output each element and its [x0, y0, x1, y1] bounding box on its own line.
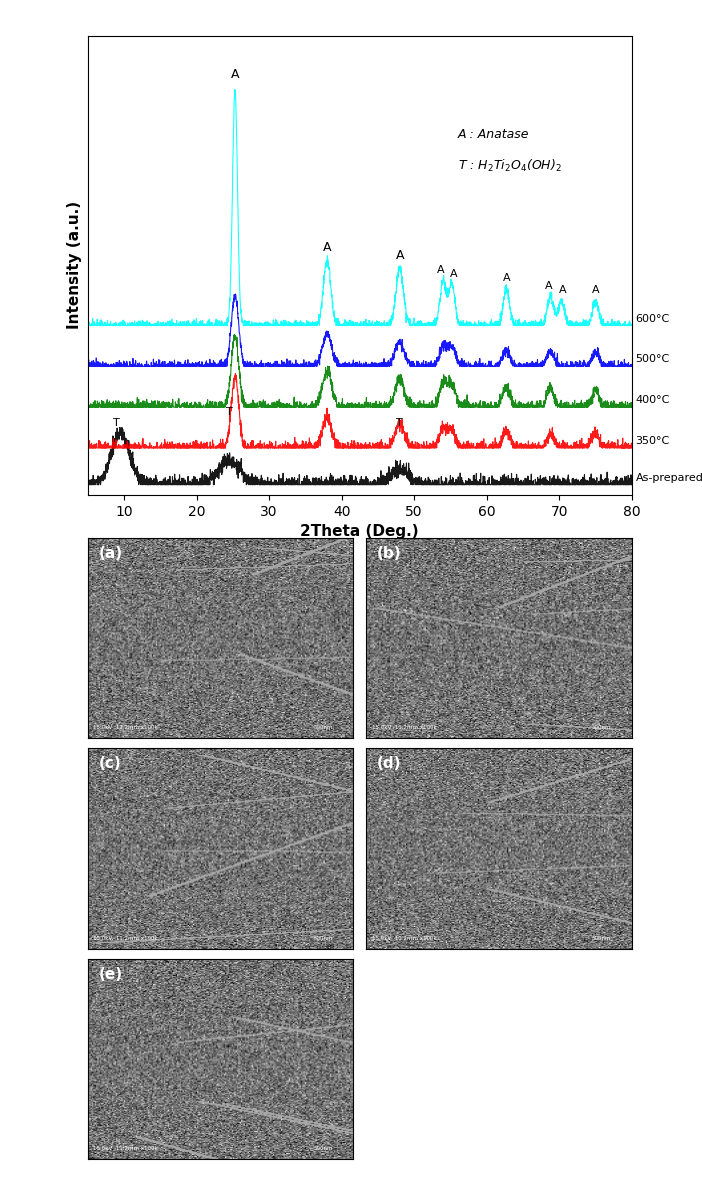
Text: A: A	[503, 272, 510, 283]
Y-axis label: Intensity (a.u.): Intensity (a.u.)	[67, 201, 82, 330]
Text: A: A	[545, 281, 552, 290]
Text: 500°C: 500°C	[635, 355, 670, 364]
Text: A : Anatase: A : Anatase	[458, 128, 529, 141]
Text: 500nm: 500nm	[313, 936, 333, 940]
X-axis label: 2Theta (Deg.): 2Theta (Deg.)	[300, 525, 419, 539]
Text: 600°C: 600°C	[635, 313, 670, 324]
Text: A: A	[592, 284, 600, 295]
Text: 500nm: 500nm	[592, 725, 611, 730]
Text: (d): (d)	[377, 756, 402, 772]
Text: A: A	[437, 264, 445, 275]
Text: 500nm: 500nm	[592, 936, 611, 940]
Text: 15.0kV  11.2mm x100k: 15.0kV 11.2mm x100k	[93, 936, 158, 940]
Text: 15.0kV  11.2mm x100k: 15.0kV 11.2mm x100k	[372, 936, 437, 940]
Text: (e): (e)	[98, 967, 122, 982]
Text: A: A	[231, 68, 239, 81]
Text: 400°C: 400°C	[635, 396, 670, 405]
Text: (a): (a)	[98, 546, 122, 562]
Text: A: A	[395, 250, 404, 263]
Text: 15.0kV  11.2mm x100k: 15.0kV 11.2mm x100k	[93, 1146, 158, 1151]
Text: A: A	[559, 284, 567, 295]
Text: As-prepared: As-prepared	[635, 473, 702, 483]
Text: A: A	[450, 269, 458, 278]
Text: T: T	[114, 417, 120, 428]
Text: T: T	[226, 407, 232, 417]
Text: 350°C: 350°C	[635, 436, 670, 446]
Text: (b): (b)	[377, 546, 402, 562]
Text: A: A	[323, 241, 331, 255]
Text: T : H$_2$Ti$_2$O$_4$(OH)$_2$: T : H$_2$Ti$_2$O$_4$(OH)$_2$	[458, 158, 562, 174]
Text: 15.0kV  11.2mm x100k: 15.0kV 11.2mm x100k	[93, 725, 158, 730]
Text: (c): (c)	[98, 756, 121, 772]
Text: 500nm: 500nm	[313, 725, 333, 730]
Text: 15.0kV  11.2mm x100k: 15.0kV 11.2mm x100k	[372, 725, 437, 730]
Text: 500nm: 500nm	[313, 1146, 333, 1151]
Text: T: T	[397, 417, 403, 428]
